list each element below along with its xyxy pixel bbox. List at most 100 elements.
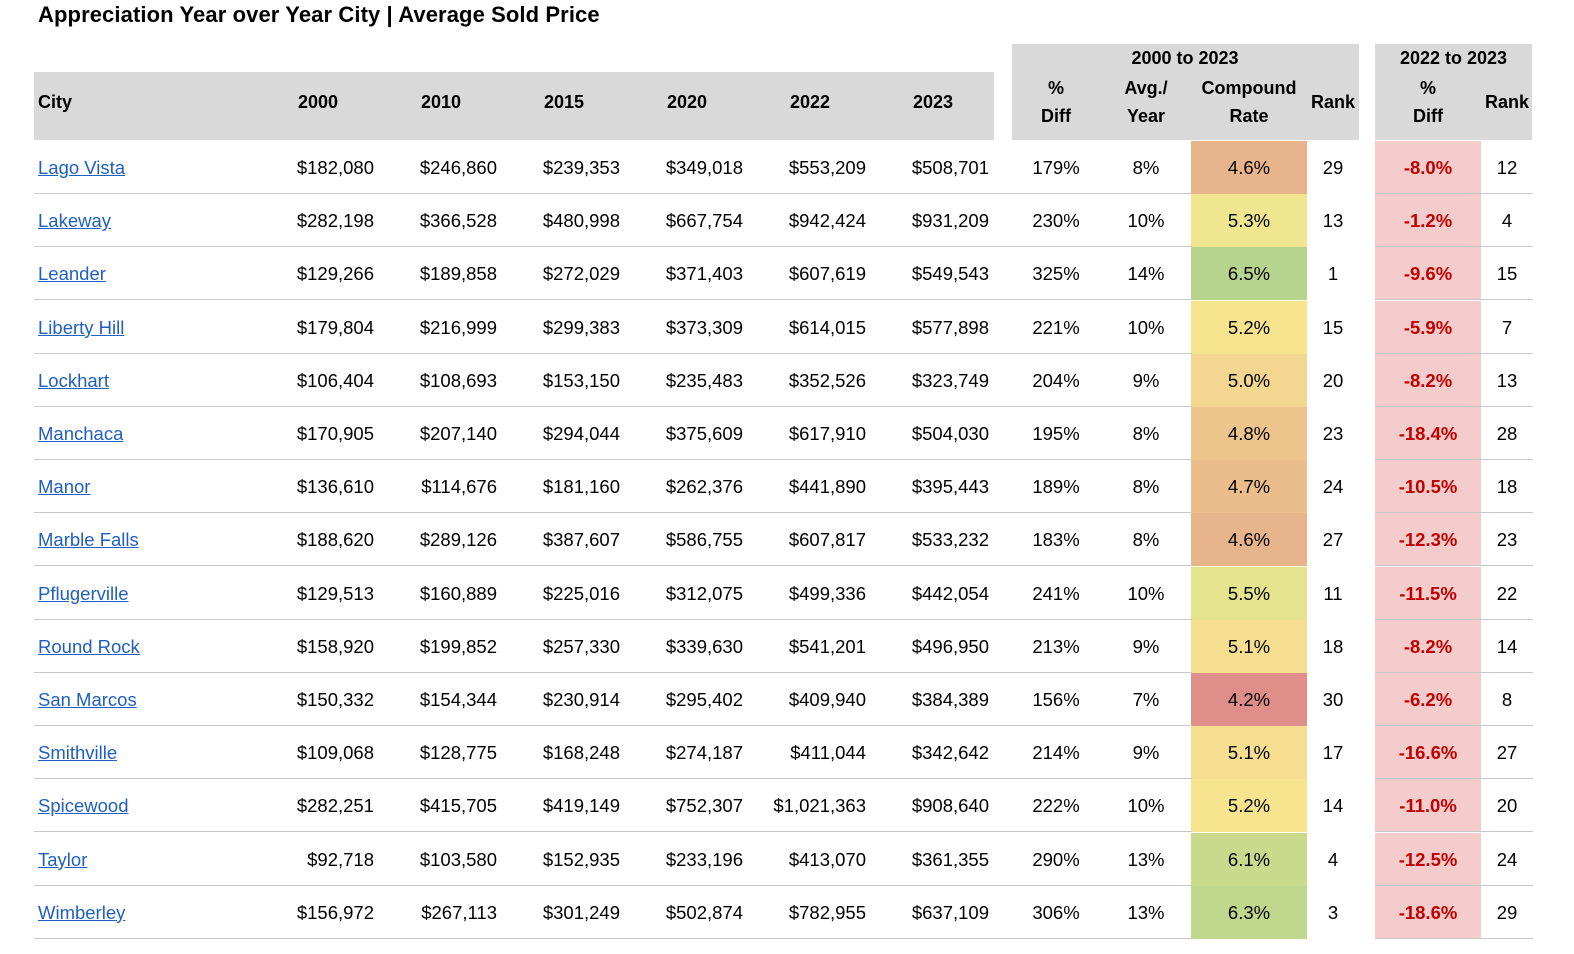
row-divider	[1481, 618, 1533, 620]
row-divider	[1481, 884, 1533, 886]
cell-2020: $371,403	[665, 263, 743, 285]
table-row: Round Rock $158,920 $199,852 $257,330 $339,6…	[0, 619, 1574, 673]
cell-2010: $207,140	[419, 423, 497, 444]
city-link[interactable]: Lago Vista	[38, 157, 126, 178]
cell-pct-diff: 222%	[1032, 795, 1080, 817]
row-divider	[34, 193, 1192, 194]
city-link[interactable]: Leander	[38, 263, 106, 285]
row-divider	[1375, 459, 1481, 460]
cell-avg-year: 13%	[1127, 901, 1165, 923]
cell-rank-2022-2023: 27	[1496, 742, 1518, 764]
city-link[interactable]: Pflugerville	[38, 582, 129, 604]
page-title: Appreciation Year over Year City | Avera…	[38, 2, 600, 27]
cell-2023: $637,109	[911, 901, 989, 923]
row-divider	[1375, 565, 1481, 567]
cell-2015: $230,914	[542, 689, 620, 710]
cell-2020: $235,483	[665, 369, 743, 391]
city-link[interactable]: Lakeway	[38, 210, 112, 232]
cell-rank-2022-2023: 14	[1496, 635, 1518, 657]
compound-rate-color-fill	[1191, 407, 1307, 460]
row-divider	[34, 405, 1192, 407]
cell-2023: $442,054	[911, 582, 989, 604]
cell-2020: $502,874	[665, 901, 743, 923]
city-link[interactable]: Spicewood	[38, 795, 129, 817]
group-header-2000-to-2023: 2000 to 2023	[1131, 48, 1239, 68]
cell-pct-diff-2022-2023: -8.2%	[1403, 635, 1453, 657]
city-link[interactable]: Liberty Hill	[38, 316, 125, 338]
cell-compound-rate: 4.8%	[1227, 423, 1271, 444]
row-divider	[34, 618, 1192, 620]
cell-2015: $272,029	[542, 263, 620, 285]
cell-rank: 11	[1323, 582, 1343, 604]
city-link[interactable]: Manor	[38, 476, 91, 498]
cell-pct-diff-2022-2023: -1.2%	[1403, 210, 1453, 232]
cell-pct-diff: 156%	[1032, 689, 1080, 710]
city-link[interactable]: Marble Falls	[38, 529, 139, 551]
cell-2015: $153,150	[542, 369, 620, 391]
compound-rate-color-fill	[1191, 141, 1307, 194]
cell-2020: $312,075	[665, 582, 743, 604]
cell-2010: $103,580	[419, 848, 497, 870]
cell-compound-rate: 4.2%	[1227, 689, 1271, 710]
cell-avg-year: 13%	[1127, 848, 1165, 870]
cell-2000: $129,513	[296, 582, 374, 604]
cell-avg-year: 8%	[1132, 423, 1160, 444]
cell-2015: $168,248	[542, 742, 620, 764]
cell-pct-diff-2022-2023: -12.5%	[1398, 848, 1458, 870]
city-link[interactable]: Manchaca	[38, 423, 124, 444]
compound-rate-color-fill	[1191, 619, 1307, 673]
cell-rank-2022-2023: 22	[1496, 582, 1518, 604]
table-row: Taylor $92,718 $103,580 $152,935 $233,196 $41…	[0, 832, 1574, 886]
row-divider	[34, 937, 1192, 939]
compound-rate-color-fill	[1191, 460, 1307, 514]
cell-2023: $361,355	[911, 848, 989, 870]
row-divider	[34, 299, 1192, 301]
cell-rank-2022-2023: 20	[1496, 795, 1518, 817]
row-divider	[34, 512, 1192, 514]
cell-pct-diff: 213%	[1032, 635, 1080, 657]
table-row: San Marcos $150,332 $154,344 $230,914 $295,4…	[0, 673, 1574, 726]
city-link[interactable]: Taylor	[38, 848, 88, 870]
cell-2020: $375,609	[665, 423, 743, 444]
cell-rank-2022-2023: 28	[1496, 423, 1518, 444]
cell-2023: $533,232	[911, 529, 989, 551]
table-row: Liberty Hill $179,804 $216,999 $299,383 $373…	[0, 300, 1574, 354]
cell-2000: $158,920	[296, 635, 374, 657]
cell-rank: 18	[1322, 635, 1344, 657]
cell-2015: $152,935	[542, 848, 620, 870]
negative-diff-fill	[1375, 247, 1481, 301]
column-header-compound-line1: Compound	[1201, 78, 1297, 98]
cell-2010: $216,999	[419, 316, 497, 338]
cell-rank: 14	[1322, 795, 1344, 817]
city-link[interactable]: Smithville	[38, 742, 118, 764]
cell-avg-year: 10%	[1127, 582, 1165, 604]
cell-avg-year: 14%	[1127, 263, 1165, 285]
row-divider	[34, 565, 1192, 567]
cell-2000: $136,610	[296, 476, 374, 498]
cell-2000: $150,332	[296, 689, 374, 710]
table-row: Spicewood $282,251 $415,705 $419,149 $752,30…	[0, 779, 1574, 833]
row-divider	[1375, 246, 1481, 248]
cell-2000: $170,905	[296, 423, 374, 444]
column-header-2015: 2015	[543, 92, 585, 112]
cell-rank-2022-2023: 4	[1501, 210, 1513, 232]
cell-rank: 29	[1322, 157, 1344, 178]
cell-2000: $182,080	[296, 157, 374, 178]
cell-pct-diff-2022-2023: -8.2%	[1403, 369, 1453, 391]
city-link[interactable]: Round Rock	[38, 635, 140, 657]
city-link[interactable]: Lockhart	[38, 369, 109, 391]
city-link[interactable]: San Marcos	[38, 689, 137, 710]
cell-pct-diff: 179%	[1032, 157, 1080, 178]
cell-2010: $189,858	[419, 263, 497, 285]
cell-rank: 27	[1322, 529, 1344, 551]
cell-2022: $411,044	[790, 742, 866, 764]
compound-rate-color-fill	[1191, 353, 1307, 407]
cell-avg-year: 9%	[1132, 369, 1160, 391]
cell-avg-year: 10%	[1127, 210, 1165, 232]
cell-avg-year: 8%	[1132, 529, 1160, 551]
city-link[interactable]: Wimberley	[38, 901, 126, 923]
cell-rank: 4	[1327, 848, 1339, 870]
cell-rank: 30	[1322, 689, 1344, 710]
row-divider	[1481, 352, 1533, 354]
compound-rate-color-fill	[1191, 513, 1307, 567]
